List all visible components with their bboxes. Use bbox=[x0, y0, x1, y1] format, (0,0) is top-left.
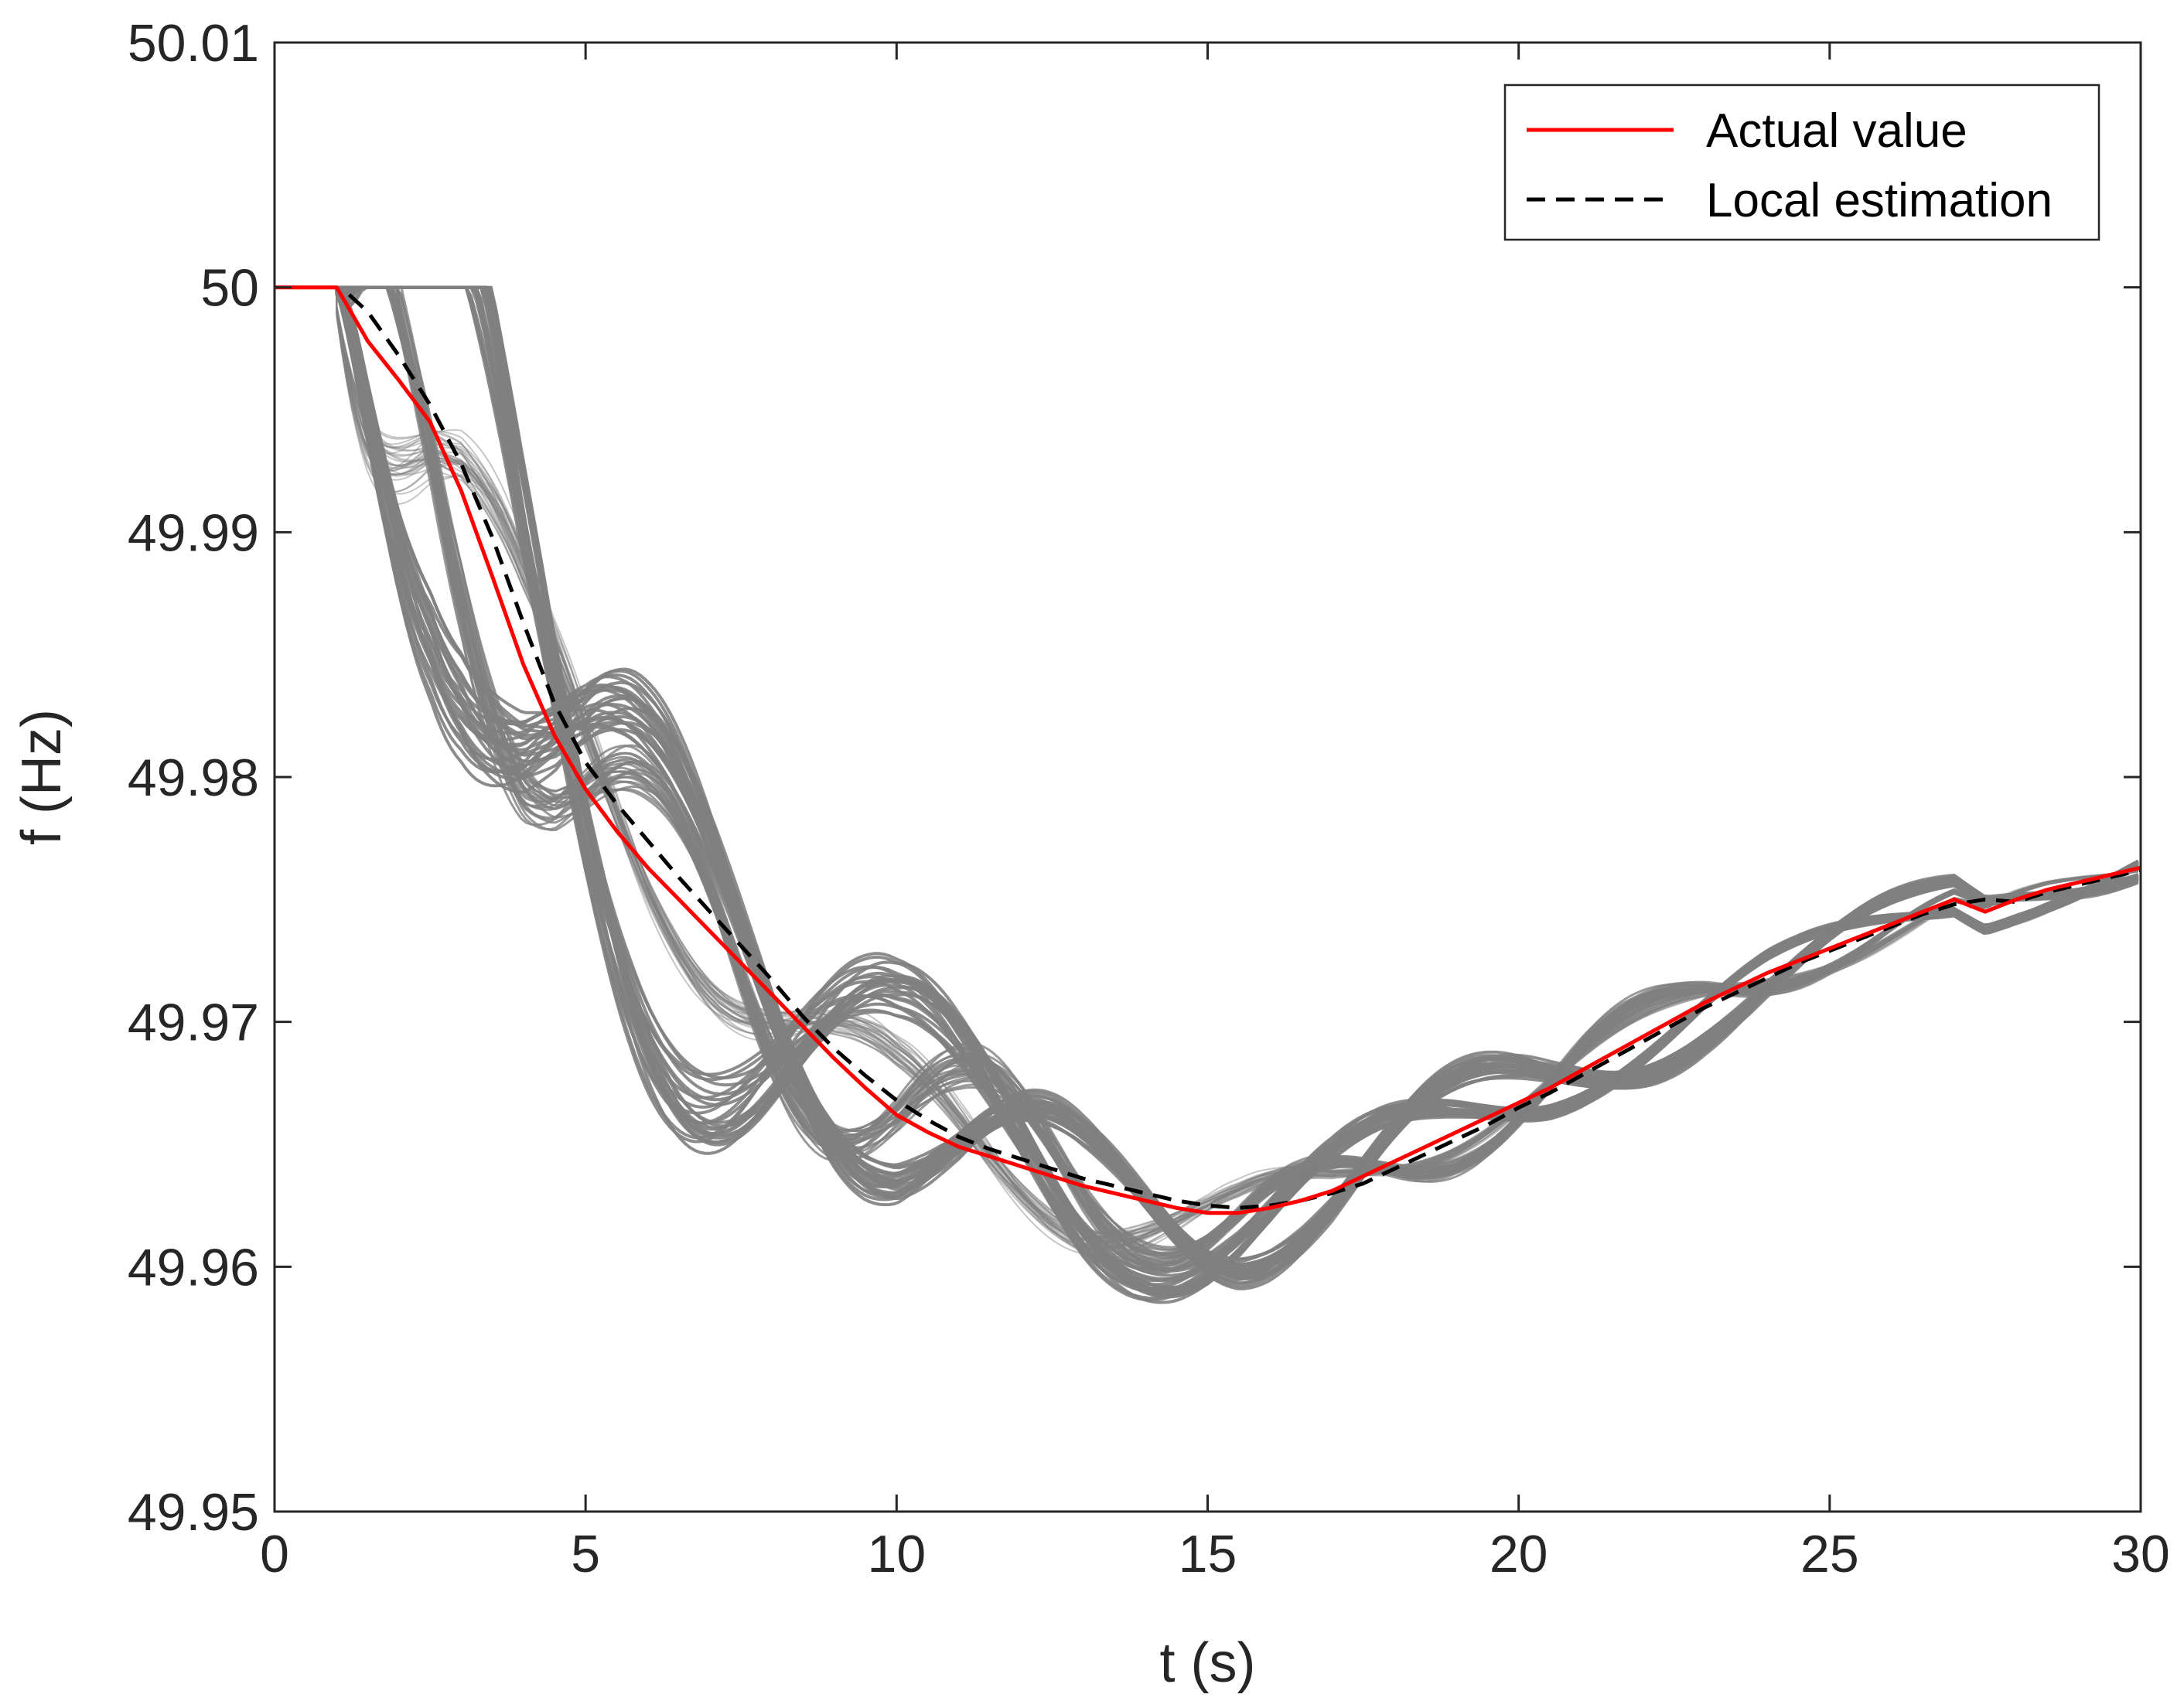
y-tick-label: 49.96 bbox=[128, 1238, 259, 1297]
ensemble-trace bbox=[275, 286, 2138, 1248]
legend-label-actual: Actual value bbox=[1706, 104, 1967, 158]
ensemble-trace bbox=[275, 286, 2138, 1240]
ensemble-trace bbox=[275, 286, 2138, 1236]
ensemble-trace bbox=[275, 286, 2138, 1246]
ensemble-trace bbox=[275, 286, 2138, 1256]
ensemble-trace bbox=[275, 286, 2138, 1251]
x-tick-label: 15 bbox=[1179, 1525, 1237, 1583]
ensemble-trace bbox=[275, 286, 2138, 1259]
ensemble-trace bbox=[275, 286, 2138, 1250]
y-tick-label: 50.01 bbox=[128, 14, 259, 73]
ensemble-trace bbox=[275, 286, 2138, 1248]
y-tick-label: 50 bbox=[200, 259, 259, 318]
ensemble-trace bbox=[275, 286, 2138, 1239]
ensemble-trace bbox=[275, 286, 2138, 1253]
legend-box bbox=[1503, 84, 2100, 241]
y-tick-label: 49.98 bbox=[128, 748, 259, 807]
series-line-estimation bbox=[347, 293, 2141, 1210]
ensemble-trace bbox=[275, 286, 2138, 1243]
ensemble-trace bbox=[275, 286, 2138, 1244]
y-tick-label: 49.99 bbox=[128, 503, 259, 562]
ensemble-trace bbox=[275, 286, 2138, 1236]
ensemble-trace bbox=[275, 286, 2138, 1239]
y-axis-label: f (Hz) bbox=[11, 709, 73, 845]
x-tick-label: 25 bbox=[1800, 1525, 1859, 1583]
ensemble-trace bbox=[275, 285, 2139, 1278]
ensemble-trace bbox=[275, 286, 2138, 1255]
ensemble-trace bbox=[275, 286, 2138, 1238]
ensemble-trace bbox=[275, 286, 2138, 1247]
x-tick-label: 20 bbox=[1490, 1525, 1548, 1583]
legend: Actual value Local estimation bbox=[1503, 84, 2100, 241]
ensemble-trace bbox=[275, 286, 2138, 1248]
x-tick-label: 10 bbox=[868, 1525, 926, 1583]
x-tick-label: 30 bbox=[2111, 1525, 2170, 1583]
ensemble-trace bbox=[275, 286, 2138, 1237]
ensemble-trace bbox=[275, 285, 2139, 1263]
ensemble-trace bbox=[275, 286, 2138, 1249]
ensemble-trace bbox=[275, 286, 2138, 1241]
ensemble-trace bbox=[275, 286, 2138, 1234]
x-axis-label: t (s) bbox=[1160, 1632, 1256, 1694]
ensemble-traces bbox=[275, 285, 2139, 1304]
series-lines bbox=[275, 285, 2141, 1215]
x-tick-label: 0 bbox=[260, 1525, 289, 1583]
ensemble-trace bbox=[275, 286, 2138, 1242]
x-tick-label: 5 bbox=[571, 1525, 600, 1583]
y-axis-ticks: 49.95 49.96 49.97 49.98 49.99 50 50.01 bbox=[128, 14, 2141, 1542]
y-tick-label: 49.97 bbox=[128, 994, 259, 1052]
y-tick-label: 49.95 bbox=[128, 1483, 259, 1542]
ensemble-trace bbox=[275, 285, 2139, 1282]
x-axis-ticks: 0 5 10 15 20 25 30 bbox=[260, 43, 2170, 1583]
ensemble-trace bbox=[275, 286, 2139, 1270]
series-line-actual bbox=[275, 285, 2141, 1215]
legend-label-estimation: Local estimation bbox=[1706, 174, 2053, 227]
ensemble-trace bbox=[275, 286, 2138, 1256]
ensemble-trace bbox=[275, 286, 2138, 1232]
